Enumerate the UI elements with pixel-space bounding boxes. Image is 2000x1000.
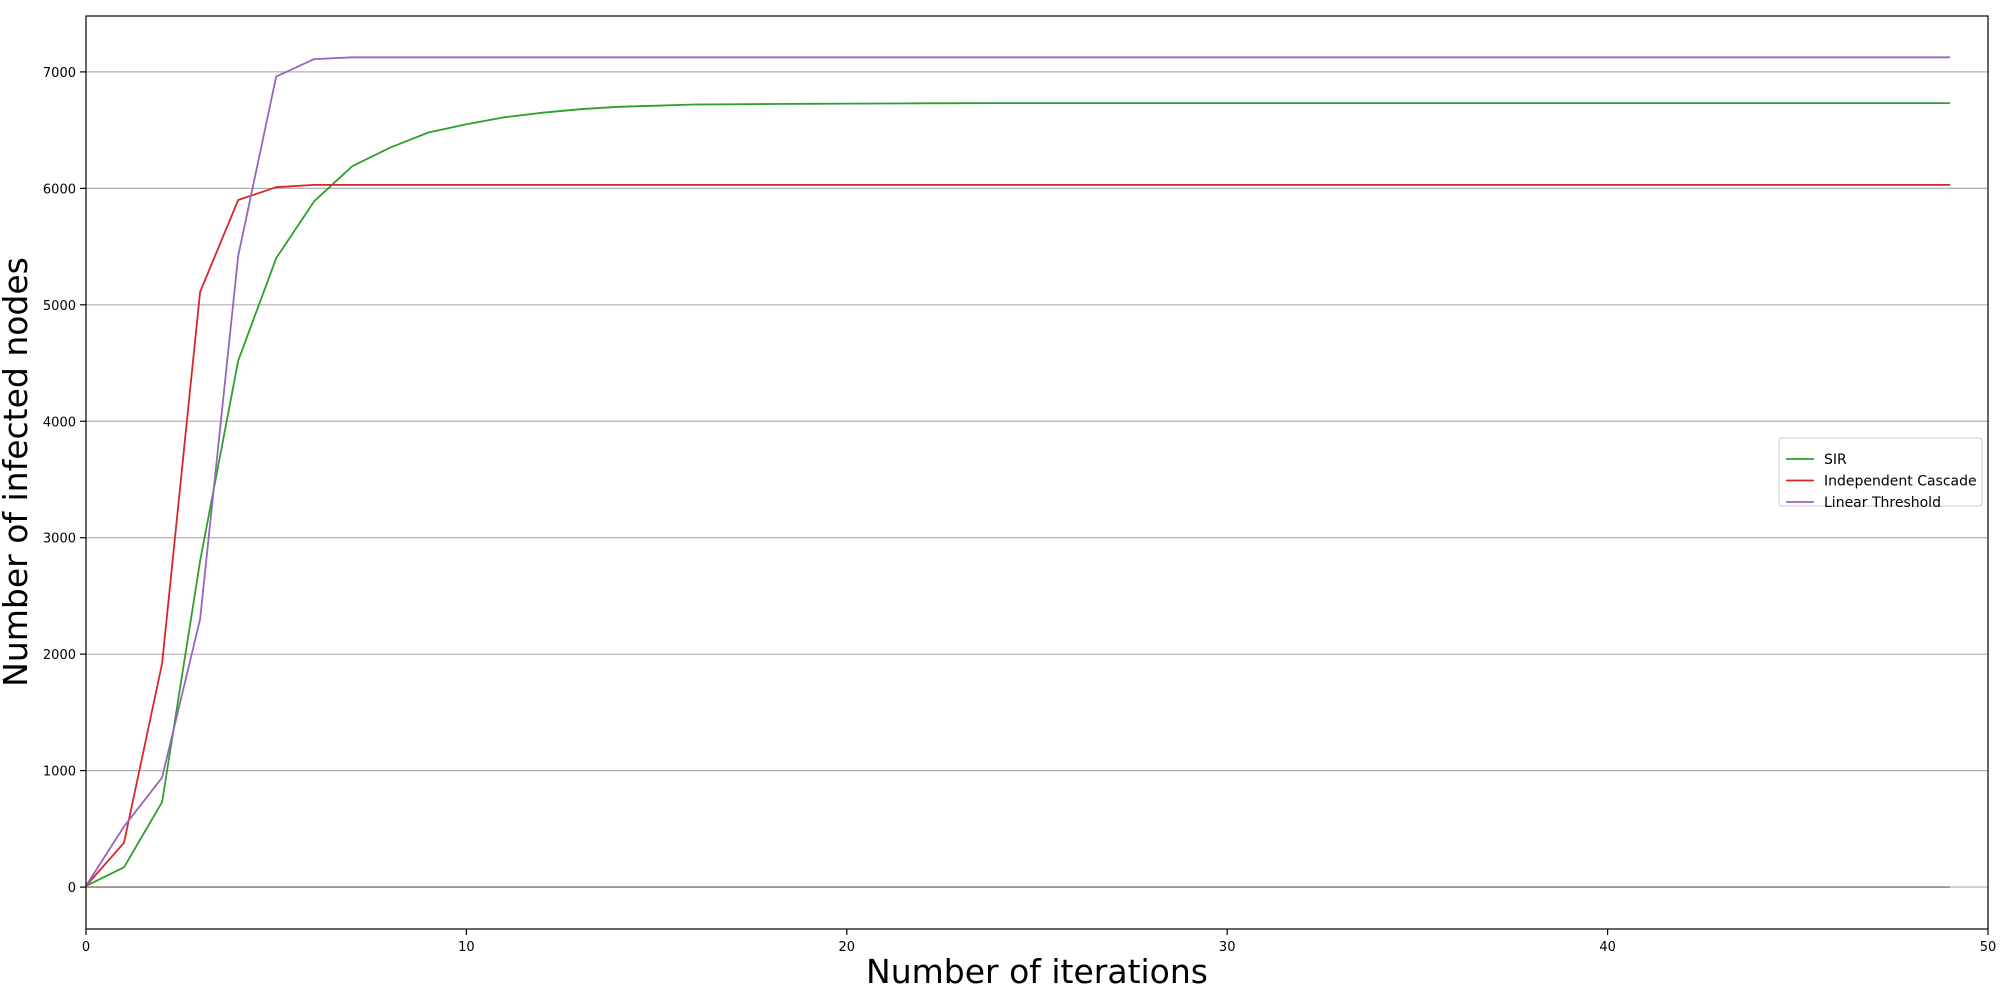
y-tick-label: 1000 <box>43 765 76 780</box>
legend: SIR Independent Cascade Linear Threshold <box>1778 437 1983 511</box>
series-line-sir <box>85 102 1950 887</box>
y-tick-label: 5000 <box>43 299 76 314</box>
y-tick-label: 6000 <box>43 182 76 197</box>
series-line-linear-threshold <box>85 56 1950 887</box>
x-tick-label: 10 <box>458 940 475 955</box>
gridlines <box>86 71 1988 888</box>
legend-label-independent-cascade: Independent Cascade <box>1824 474 1977 490</box>
y-axis-title: Number of infected nodes <box>0 257 35 687</box>
legend-label-linear-threshold: Linear Threshold <box>1824 495 1941 511</box>
legend-box <box>1778 437 1983 507</box>
x-tick-label: 20 <box>839 940 856 955</box>
y-tick-label: 0 <box>68 881 76 896</box>
y-tick-label: 4000 <box>43 415 76 430</box>
legend-label-sir: SIR <box>1824 452 1847 468</box>
x-axis-title: Number of iterations <box>866 952 1208 991</box>
y-axis-ticks: 0 1000 2000 3000 4000 5000 6000 7000 <box>43 66 86 896</box>
y-tick-label: 7000 <box>43 66 76 81</box>
plot-frame <box>85 15 1989 930</box>
y-tick-label: 2000 <box>43 648 76 663</box>
x-tick-label: 50 <box>1980 940 1997 955</box>
x-tick-label: 30 <box>1219 940 1236 955</box>
series-line-independent-cascade <box>85 183 1950 887</box>
series-lines <box>85 56 1950 888</box>
y-tick-label: 3000 <box>43 532 76 547</box>
x-axis-ticks: 0 10 20 30 40 50 <box>82 929 1996 955</box>
x-tick-label: 40 <box>1599 940 1616 955</box>
x-tick-label: 0 <box>82 940 90 955</box>
